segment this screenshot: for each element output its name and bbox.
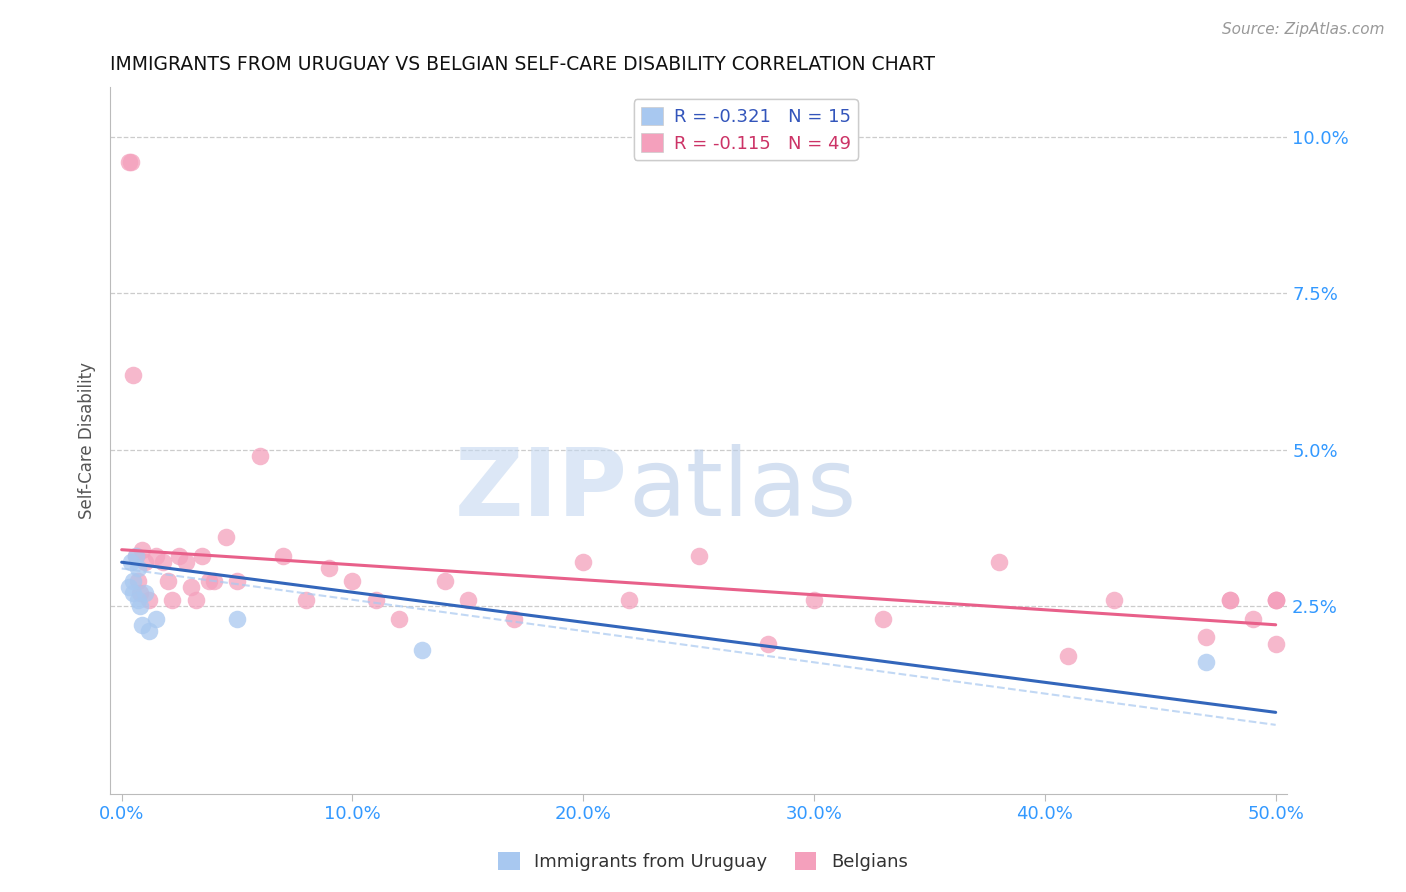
Point bbox=[138, 592, 160, 607]
Text: Source: ZipAtlas.com: Source: ZipAtlas.com bbox=[1222, 22, 1385, 37]
Point bbox=[162, 592, 184, 607]
Point bbox=[129, 586, 152, 600]
Point bbox=[191, 549, 214, 563]
Point bbox=[457, 592, 479, 607]
Point bbox=[295, 592, 318, 607]
Point bbox=[364, 592, 387, 607]
Point bbox=[169, 549, 191, 563]
Point bbox=[214, 530, 236, 544]
Point bbox=[138, 624, 160, 638]
Point bbox=[619, 592, 641, 607]
Y-axis label: Self-Care Disability: Self-Care Disability bbox=[79, 362, 96, 519]
Point bbox=[226, 574, 249, 588]
Text: IMMIGRANTS FROM URUGUAY VS BELGIAN SELF-CARE DISABILITY CORRELATION CHART: IMMIGRANTS FROM URUGUAY VS BELGIAN SELF-… bbox=[110, 55, 935, 74]
Point bbox=[202, 574, 225, 588]
Point bbox=[145, 549, 167, 563]
Point bbox=[1264, 592, 1286, 607]
Point bbox=[180, 580, 202, 594]
Point bbox=[271, 549, 294, 563]
Point bbox=[249, 449, 271, 463]
Text: ZIP: ZIP bbox=[456, 443, 628, 536]
Point bbox=[145, 611, 167, 625]
Point bbox=[156, 574, 179, 588]
Point bbox=[803, 592, 825, 607]
Point bbox=[124, 549, 146, 563]
Point bbox=[184, 592, 207, 607]
Point bbox=[198, 574, 221, 588]
Point bbox=[503, 611, 526, 625]
Point bbox=[1241, 611, 1264, 625]
Point bbox=[226, 611, 249, 625]
Point bbox=[134, 586, 156, 600]
Point bbox=[117, 580, 139, 594]
Point bbox=[411, 642, 433, 657]
Point bbox=[122, 574, 145, 588]
Point bbox=[1195, 630, 1218, 644]
Point bbox=[342, 574, 364, 588]
Legend: R = -0.321   N = 15, R = -0.115   N = 49: R = -0.321 N = 15, R = -0.115 N = 49 bbox=[634, 99, 858, 160]
Point bbox=[1264, 592, 1286, 607]
Point bbox=[572, 555, 595, 569]
Legend: Immigrants from Uruguay, Belgians: Immigrants from Uruguay, Belgians bbox=[491, 845, 915, 879]
Point bbox=[1195, 655, 1218, 669]
Point bbox=[127, 561, 149, 575]
Point bbox=[688, 549, 710, 563]
Point bbox=[756, 636, 779, 650]
Point bbox=[120, 555, 142, 569]
Point bbox=[1102, 592, 1125, 607]
Point bbox=[176, 555, 198, 569]
Point bbox=[318, 561, 340, 575]
Point bbox=[122, 368, 145, 382]
Point bbox=[127, 592, 149, 607]
Point bbox=[1057, 648, 1080, 663]
Point bbox=[124, 549, 146, 563]
Text: atlas: atlas bbox=[628, 443, 856, 536]
Point bbox=[131, 617, 153, 632]
Point bbox=[433, 574, 456, 588]
Point bbox=[152, 555, 174, 569]
Point bbox=[1218, 592, 1240, 607]
Point bbox=[120, 154, 142, 169]
Point bbox=[987, 555, 1010, 569]
Point bbox=[122, 586, 145, 600]
Point bbox=[1264, 636, 1286, 650]
Point bbox=[1218, 592, 1240, 607]
Point bbox=[872, 611, 894, 625]
Point bbox=[127, 574, 149, 588]
Point bbox=[129, 599, 152, 613]
Point bbox=[131, 542, 153, 557]
Point bbox=[134, 555, 156, 569]
Point bbox=[117, 154, 139, 169]
Point bbox=[1264, 592, 1286, 607]
Point bbox=[388, 611, 411, 625]
